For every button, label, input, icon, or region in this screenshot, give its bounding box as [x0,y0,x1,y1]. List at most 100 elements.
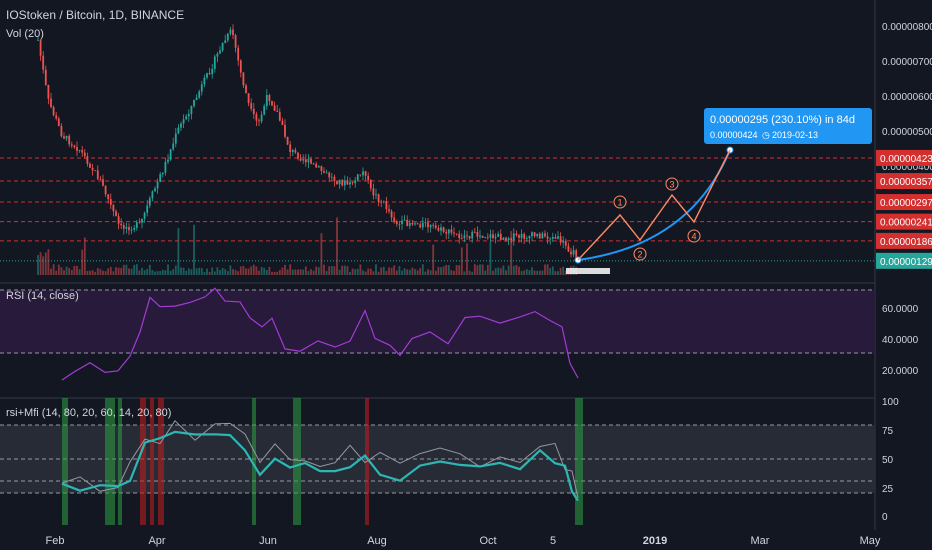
candle-body [385,201,388,210]
volume-bar [372,271,375,275]
volume-bar [473,264,476,275]
volume-bar [107,268,110,275]
volume-bar [195,268,198,275]
volume-bar [544,264,546,275]
candle-body [473,231,476,233]
volume-bar [507,265,510,275]
mfi-series [61,398,583,525]
projection-tooltip[interactable] [704,108,872,144]
time-tick-label: Jun [259,535,277,547]
volume-bar [447,265,450,275]
volume-bar [86,270,89,275]
volume-bar [359,264,362,275]
time-axis[interactable]: Feb Apr Jun Aug Oct 5 2019 Mar May [46,535,881,547]
mfi-level-0: 0 [882,512,888,523]
volume-bar [369,268,372,275]
candle-body [567,245,570,252]
candle-body [455,233,458,235]
candle-body [434,225,437,229]
candle-body [185,116,188,120]
oversold-signal-column [575,398,583,525]
candle-body [333,176,336,182]
volume-bar [468,270,471,275]
projection-drawing[interactable]: 1 2 3 4 0.00000295 (230.10%) in 84d 0.0000042… [566,108,872,274]
horizontal-levels[interactable] [0,157,875,262]
volume-bar [213,271,216,275]
volume-bar [271,271,273,275]
candle-body [375,194,377,196]
candle-body [187,113,190,117]
candle-body [122,225,125,229]
volume-bar [265,270,268,275]
volume-bar [247,268,250,275]
volume-bar [289,264,292,275]
candle-body [278,111,281,121]
price-tick-label: 0.00000800 [882,22,932,33]
volume-bar [494,268,497,275]
volume-bar [291,269,294,275]
candle-body [447,229,450,234]
candle-body [317,166,320,168]
projection-curve[interactable] [577,149,731,261]
volume-bar [258,270,260,275]
price-axis[interactable]: 0.00000800 0.00000700 0.00000600 0.00000500… [876,22,932,269]
mfi-level-50: 50 [882,455,894,466]
volume-bar [380,267,383,275]
volume-bars [37,217,578,275]
volume-bar [133,264,136,275]
current-price-label: 0.00000129 [880,257,932,268]
candle-body [151,191,154,199]
candle-body [414,223,416,225]
candle-body [208,73,211,75]
candle-body [112,204,115,212]
candle-body [302,159,305,161]
overbought-signal-column [150,398,154,525]
volume-bar [317,267,320,275]
volume-bar [177,228,180,275]
volume-bar [250,266,253,275]
rsi-band [0,290,875,353]
candle-body [164,161,167,173]
volume-bar [50,268,52,275]
candle-body [167,159,169,162]
candlesticks[interactable] [37,24,578,262]
volume-bar [362,270,364,275]
volume-bar [536,270,539,275]
candle-body [237,47,240,61]
candle-body [338,179,341,185]
candle-body [263,106,266,115]
volume-bar [102,270,104,275]
candle-body [486,237,489,239]
projection-title: 0.00000295 (230.10%) in 84d [710,114,855,126]
volume-bar [375,264,377,275]
candle-body [177,127,180,134]
candle-body [299,158,302,161]
candle-body [416,223,419,225]
candle-body [224,40,227,43]
candle-body [562,240,565,243]
candle-body [572,250,575,255]
candle-body [286,136,289,145]
elliott-wave-path[interactable] [577,149,731,261]
volume-bar [83,237,86,275]
volume-bar [63,270,65,275]
volume-bar [523,270,526,275]
candle-body [536,233,539,237]
candle-body [289,144,292,152]
candle-body [284,124,286,137]
candle-body [499,233,502,240]
oversold-signal-column [62,398,68,525]
candle-body [216,53,219,57]
candle-body [130,229,133,231]
volume-bar [484,270,487,275]
volume-bar [364,271,367,275]
candle-body [336,181,338,185]
time-tick-label: Feb [46,535,65,547]
volume-bar [112,271,115,275]
candle-body [343,180,346,186]
volume-bar [557,271,559,275]
volume-bar [489,241,492,275]
candle-body [377,194,380,202]
volume-bar [302,269,305,275]
